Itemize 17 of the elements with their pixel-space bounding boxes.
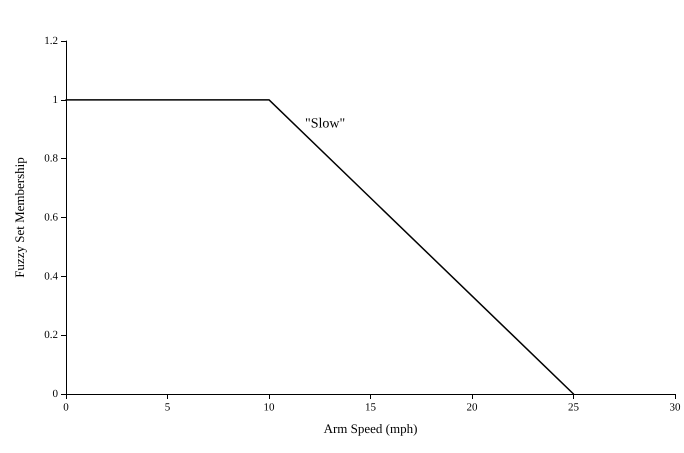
y-tick-label: 0.6 xyxy=(44,212,58,224)
x-tick-label: 30 xyxy=(670,402,681,414)
x-tick-label: 20 xyxy=(466,402,478,414)
y-tick-label: 0.2 xyxy=(44,329,58,342)
x-tick-label: 25 xyxy=(568,402,580,414)
y-tick-label: 0 xyxy=(52,388,58,400)
y-axis-title: Fuzzy Set Membership xyxy=(12,157,27,278)
x-tick-label: 15 xyxy=(365,402,376,414)
x-tick-label: 0 xyxy=(63,402,70,414)
x-tick-label: 5 xyxy=(164,402,171,414)
y-tick-label: 0.8 xyxy=(44,152,58,165)
x-tick-label: 10 xyxy=(264,402,275,414)
x-axis-title: Arm Speed (mph) xyxy=(324,421,418,436)
y-tick-label: 0.4 xyxy=(44,270,58,282)
y-tick-label: 1.2 xyxy=(44,35,58,47)
y-tick-label: 1 xyxy=(52,94,58,106)
annotation: "Slow" xyxy=(305,116,346,132)
